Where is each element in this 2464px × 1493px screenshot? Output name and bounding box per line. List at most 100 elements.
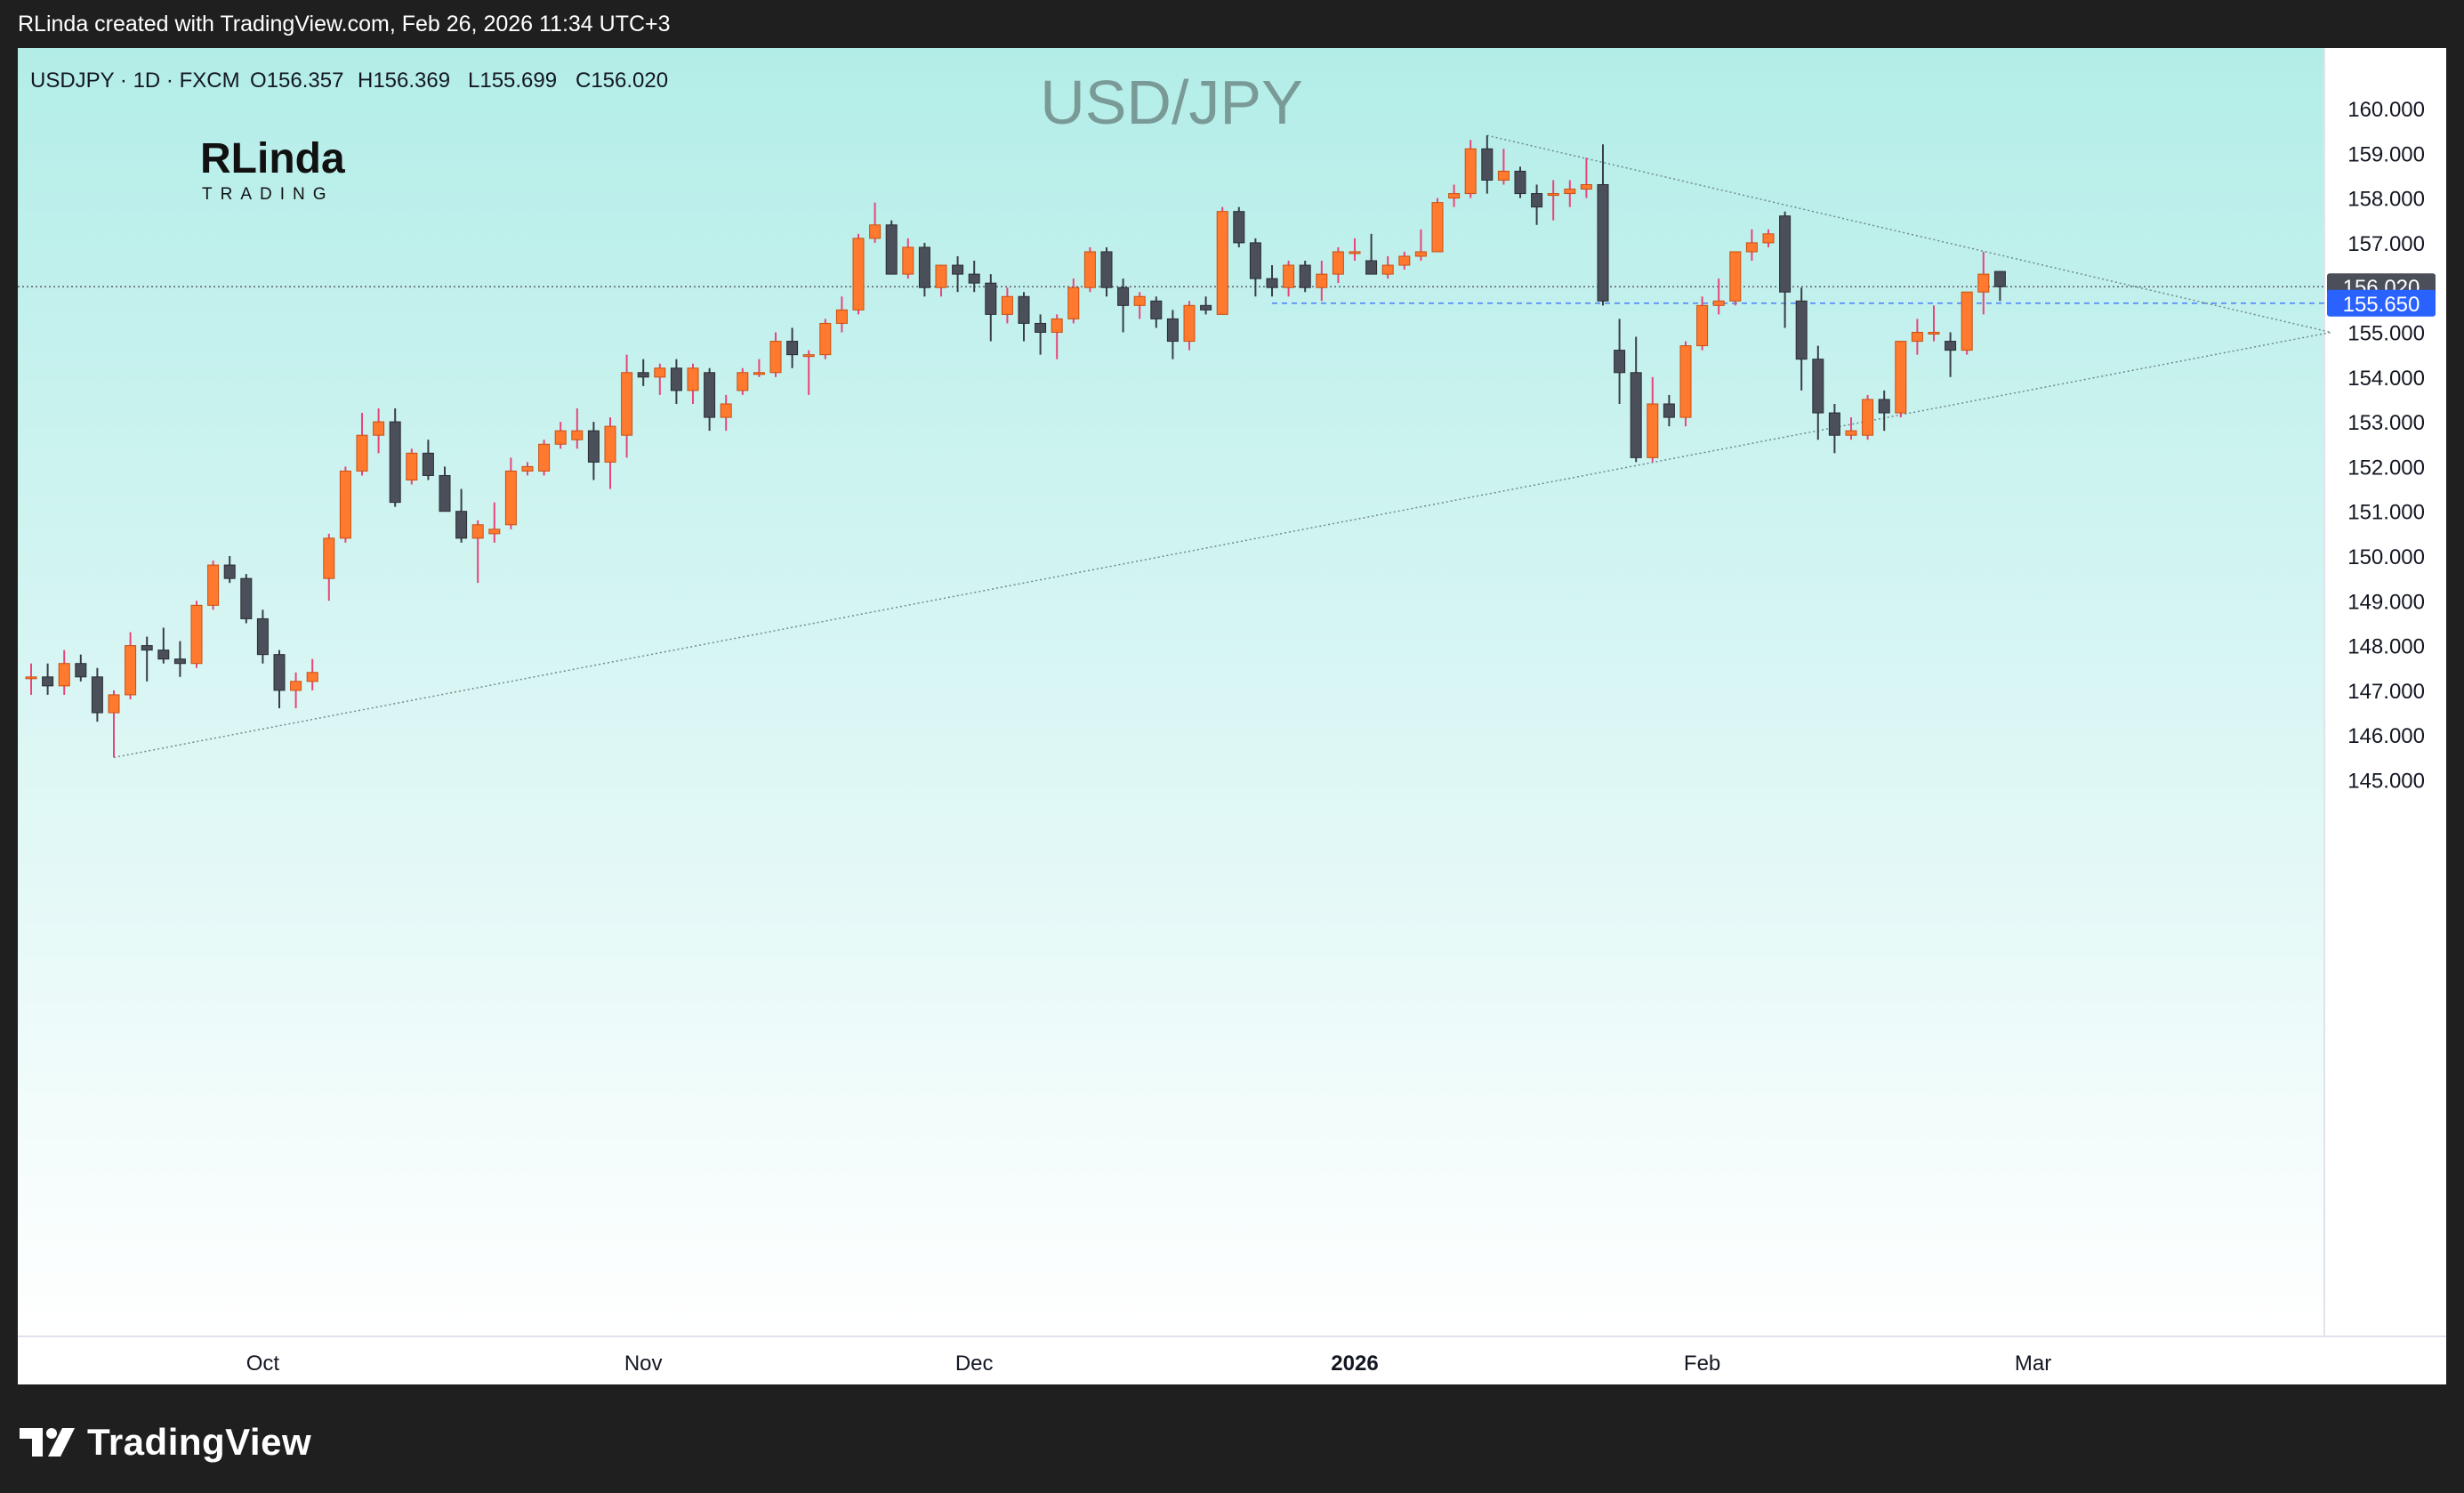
candle bbox=[1183, 301, 1196, 351]
y-tick-label: 151.000 bbox=[2347, 501, 2425, 525]
candle bbox=[1133, 292, 1146, 319]
candle bbox=[1745, 229, 1758, 262]
candle bbox=[42, 663, 54, 695]
candle bbox=[1597, 144, 1609, 306]
candle-body bbox=[306, 672, 318, 682]
candle-body bbox=[190, 604, 203, 665]
candle bbox=[1448, 184, 1461, 207]
candle bbox=[1431, 198, 1444, 253]
time-axis[interactable]: Oct Nov Dec 2026 Feb Mar bbox=[246, 1352, 2052, 1376]
candle bbox=[108, 690, 120, 758]
candle bbox=[1381, 255, 1394, 279]
candle bbox=[323, 533, 335, 601]
attribution-caption: RLinda created with TradingView.com, Feb… bbox=[18, 12, 671, 36]
candle-body bbox=[273, 654, 286, 691]
candle bbox=[1398, 251, 1411, 270]
candle bbox=[521, 462, 534, 476]
candle bbox=[1945, 332, 1957, 377]
candle-body bbox=[1481, 148, 1494, 181]
y-tick-label: 145.000 bbox=[2347, 770, 2425, 794]
candle bbox=[1547, 180, 1559, 221]
candle-body bbox=[802, 354, 815, 358]
candle bbox=[952, 255, 964, 293]
candle bbox=[1564, 180, 1576, 207]
candle bbox=[488, 502, 501, 543]
candle bbox=[273, 650, 286, 709]
rlinda-logo-name: RLinda bbox=[200, 135, 345, 182]
candle bbox=[1828, 403, 1840, 454]
candle-body bbox=[1564, 189, 1576, 195]
candle-body bbox=[1051, 318, 1063, 334]
candle-body bbox=[1249, 242, 1261, 279]
level-price-tag: 155.650 bbox=[2327, 289, 2436, 317]
price-axis-background bbox=[2324, 48, 2446, 1336]
candle bbox=[1630, 336, 1642, 463]
tradingview-wordmark: TradingView bbox=[87, 1421, 312, 1463]
candle-body bbox=[406, 452, 418, 480]
candle bbox=[786, 327, 799, 368]
candle-body bbox=[1614, 350, 1626, 374]
candle-body bbox=[1365, 260, 1378, 275]
tradingview-brand[interactable]: TradingView bbox=[20, 1416, 311, 1469]
candle bbox=[1018, 292, 1030, 342]
y-tick-label: 146.000 bbox=[2347, 724, 2425, 748]
candle bbox=[869, 202, 882, 243]
candle-body bbox=[1398, 255, 1411, 266]
candle-body bbox=[1414, 251, 1427, 257]
y-tick-label: 159.000 bbox=[2347, 142, 2425, 166]
candle bbox=[604, 417, 616, 489]
x-tick-label: Mar bbox=[2015, 1352, 2051, 1376]
chart-canvas[interactable]: USD/JPY USDJPY · 1D · FXCM O156.357 H156… bbox=[18, 48, 2446, 1384]
candle-body bbox=[935, 264, 947, 288]
candle bbox=[356, 413, 368, 476]
symbol-label[interactable]: USDJPY · 1D · FXCM bbox=[30, 69, 240, 93]
candle-body bbox=[439, 474, 451, 512]
candle bbox=[1878, 390, 1890, 432]
candle bbox=[1531, 184, 1543, 225]
candle bbox=[885, 220, 898, 275]
x-tick-label: 2026 bbox=[1331, 1352, 1378, 1376]
candle-body bbox=[985, 282, 997, 315]
candle-body bbox=[389, 421, 401, 504]
candle bbox=[1977, 251, 1990, 315]
candle bbox=[190, 601, 203, 668]
candle-body bbox=[1911, 332, 1923, 343]
candle bbox=[1100, 246, 1113, 297]
candle-body bbox=[422, 452, 434, 476]
candle-body bbox=[1779, 215, 1792, 293]
candle-body bbox=[1514, 170, 1526, 195]
candle-body bbox=[968, 273, 980, 284]
candle-body bbox=[1431, 202, 1444, 253]
chart-frame: USD/JPY USDJPY · 1D · FXCM O156.357 H156… bbox=[18, 48, 2446, 1384]
candle-body bbox=[1828, 412, 1840, 436]
candle bbox=[737, 367, 749, 395]
candle bbox=[1414, 229, 1427, 262]
candle-body bbox=[852, 238, 865, 311]
candle bbox=[670, 359, 682, 404]
symbol-info-bar: USDJPY · 1D · FXCM O156.357 H156.369 L15… bbox=[30, 69, 668, 93]
candle bbox=[1001, 287, 1013, 324]
candle-body bbox=[1299, 264, 1311, 288]
candle-body bbox=[952, 264, 964, 275]
candle bbox=[1266, 265, 1278, 297]
candle-body bbox=[1200, 304, 1212, 311]
candle-body bbox=[256, 617, 269, 656]
candle bbox=[637, 359, 649, 386]
candle-body bbox=[869, 224, 882, 239]
candle bbox=[802, 350, 815, 395]
price-axis[interactable]: 160.000159.000158.000157.000156.000155.0… bbox=[2347, 98, 2425, 794]
candle bbox=[1233, 206, 1245, 247]
candle bbox=[1283, 261, 1295, 297]
candle-body bbox=[1795, 300, 1808, 360]
candle-body bbox=[1067, 286, 1080, 319]
candle-body bbox=[1018, 295, 1030, 324]
candle bbox=[587, 422, 600, 480]
x-tick-label: Oct bbox=[246, 1352, 280, 1376]
candle bbox=[538, 440, 551, 476]
candle-body bbox=[1100, 251, 1113, 288]
candle-body bbox=[1993, 270, 2006, 287]
candle bbox=[769, 332, 782, 377]
candle bbox=[1299, 261, 1311, 293]
candle bbox=[1249, 238, 1261, 297]
